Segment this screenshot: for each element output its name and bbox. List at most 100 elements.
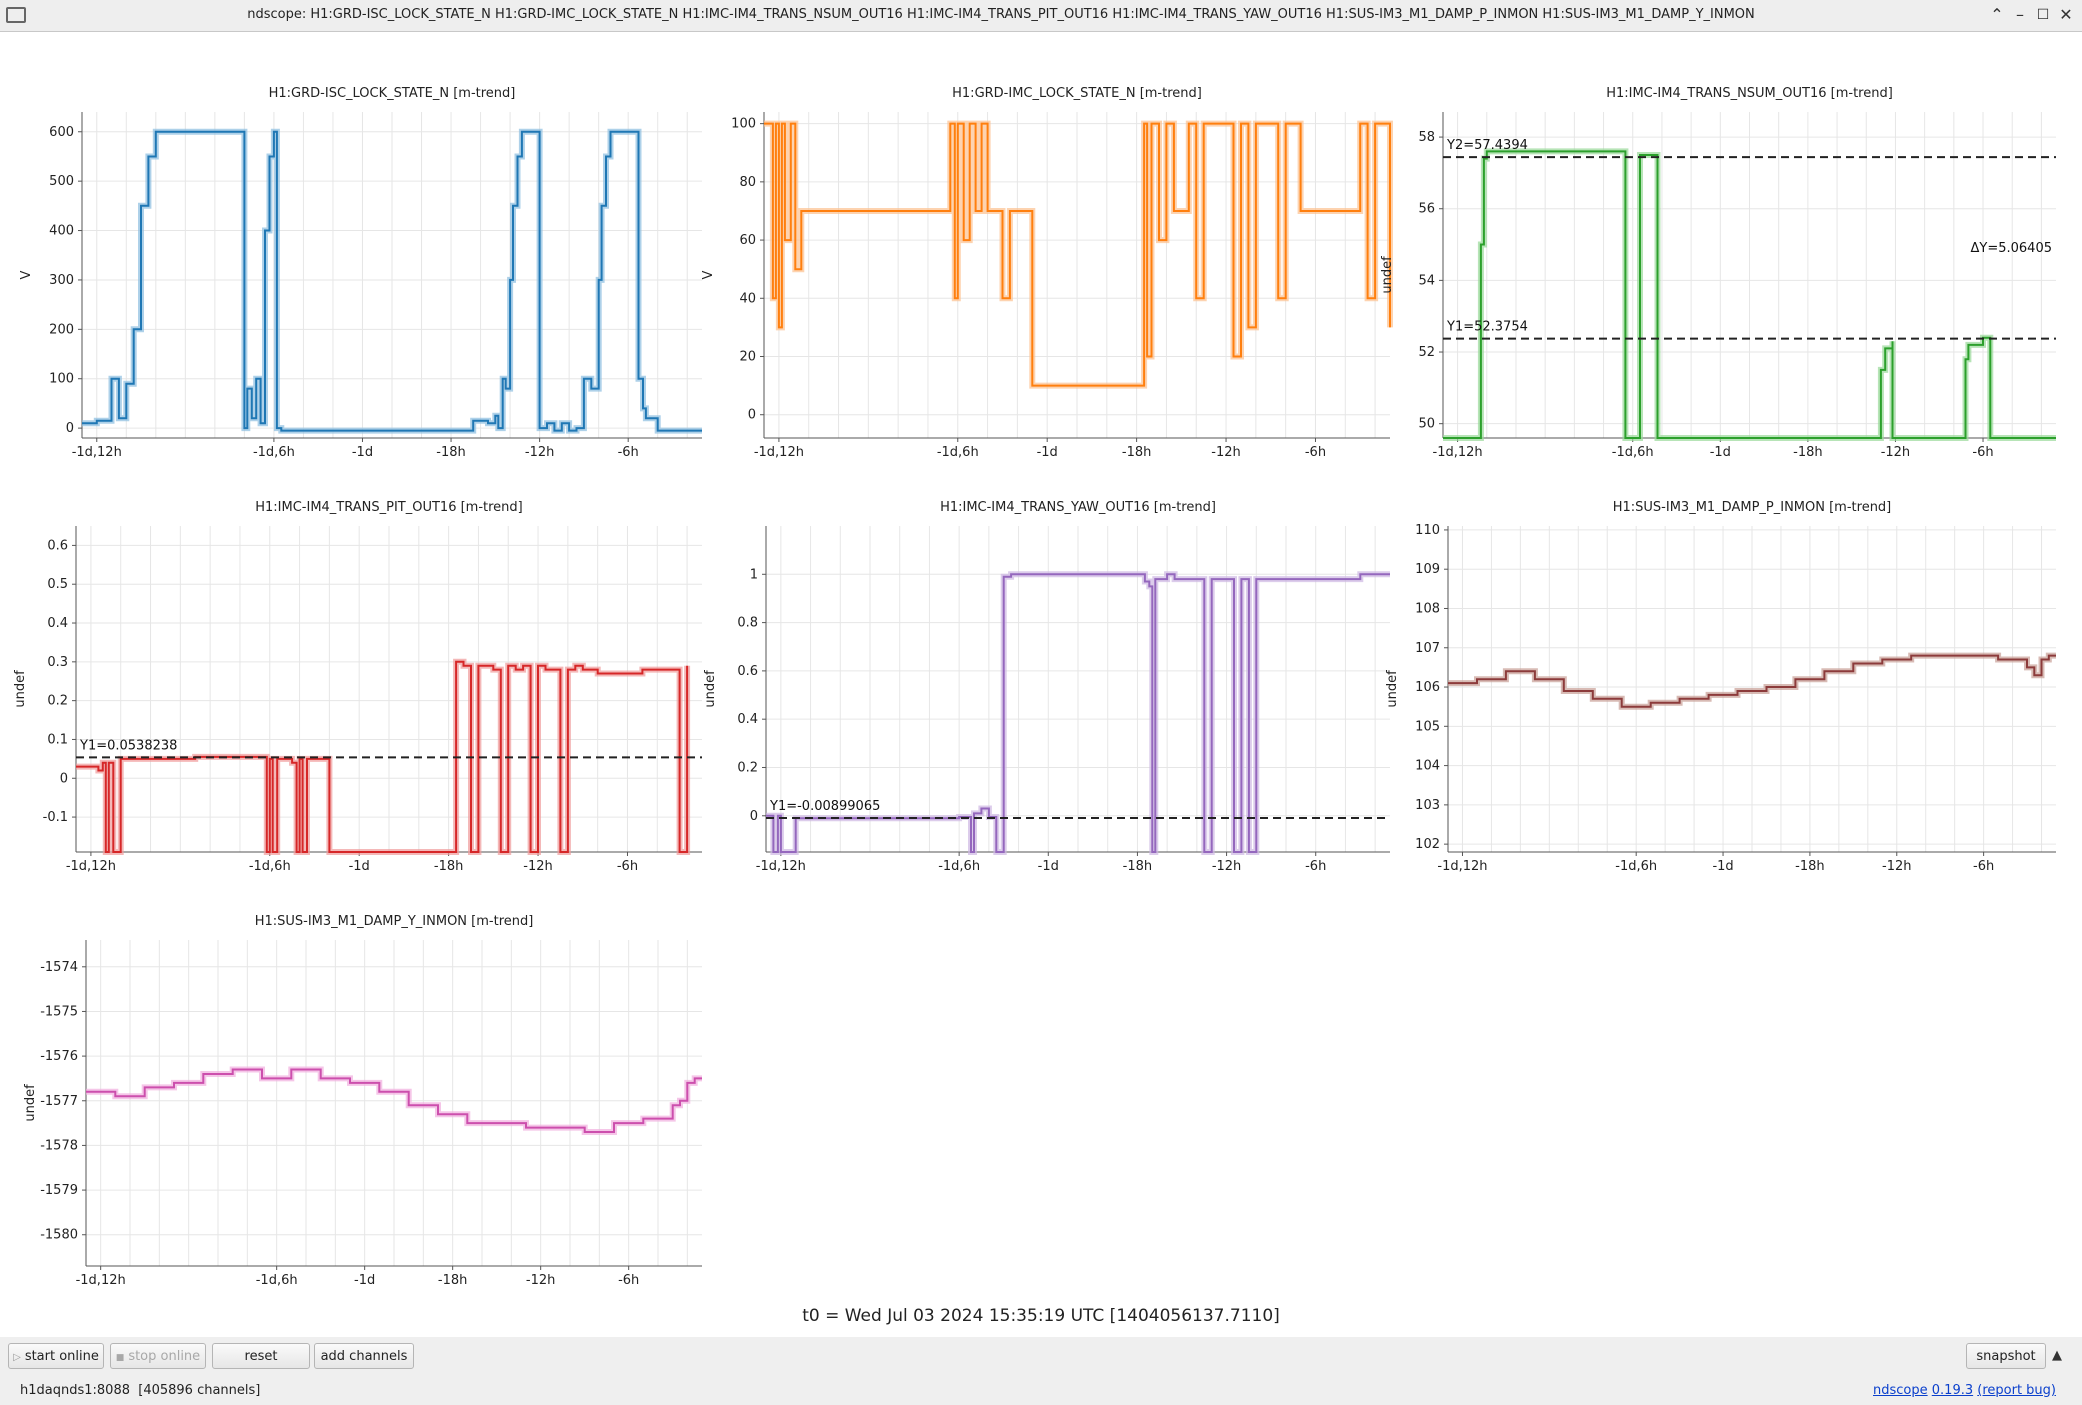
x-tick-label: -12h <box>1882 859 1911 874</box>
x-tick-label: -18h <box>1122 445 1151 460</box>
x-tick-label: -1d,12h <box>1433 445 1483 460</box>
y-tick-label: 0.2 <box>47 694 68 709</box>
plot-panel[interactable]: H1:IMC-IM4_TRANS_PIT_OUT16 [m-trend] -0.1… <box>0 464 705 884</box>
plot-canvas[interactable]: -1580 -1579 -1578 -1577 -1576 -1575 -1574 -1d,1… <box>0 878 705 1298</box>
plot-title: H1:GRD-IMC_LOCK_STATE_N [m-trend] <box>952 86 1202 101</box>
y-tick-label: 20 <box>739 350 756 365</box>
plot-canvas[interactable]: 0 20 40 60 80 100 -1d,12h -1d,6h -1d -18h -12h -6h V <box>694 50 1394 470</box>
stop-online-button[interactable]: ■ stop online <box>110 1343 206 1369</box>
y-tick-label: 80 <box>739 175 756 190</box>
x-tick-label: -1d <box>349 859 370 874</box>
plot-grid: H1:GRD-ISC_LOCK_STATE_N [m-trend] 0 100 200… <box>0 32 2082 1332</box>
plot-panel[interactable]: H1:GRD-ISC_LOCK_STATE_N [m-trend] 0 100 200… <box>0 50 705 470</box>
minimize-icon[interactable]: – <box>2016 5 2024 24</box>
y-tick-label: 0 <box>750 809 758 824</box>
plot-canvas[interactable]: 0 0.2 0.4 0.6 0.8 1 -1d,12h -1d,6h -1d -18h -12h -6… <box>694 464 1394 884</box>
y-axis-label: V <box>701 270 716 279</box>
minimize-button[interactable]: ⌃ <box>1990 5 2004 24</box>
plot-title: H1:SUS-IM3_M1_DAMP_P_INMON [m-trend] <box>1612 500 1892 515</box>
y-tick-label: 0.8 <box>737 616 758 631</box>
plot-canvas[interactable]: 0 100 200 300 400 500 600 -1d,12h -1d,6h -1d -18h -… <box>0 50 705 470</box>
x-tick-label: -1d,6h <box>253 445 295 460</box>
y-tick-label: 107 <box>1415 641 1440 656</box>
play-icon: ▷ <box>13 1352 21 1363</box>
y-tick-label: 103 <box>1415 798 1440 813</box>
add-channels-button[interactable]: add channels <box>314 1343 414 1369</box>
x-tick-label: -18h <box>434 859 463 874</box>
x-tick-label: -12h <box>523 859 552 874</box>
x-tick-label: -1d,12h <box>754 445 804 460</box>
y-tick-label: 500 <box>49 174 74 189</box>
plot-title: H1:GRD-ISC_LOCK_STATE_N [m-trend] <box>268 86 516 101</box>
ndscope-link[interactable]: ndscope <box>1873 1383 1928 1398</box>
plot-panel[interactable]: H1:IMC-IM4_TRANS_YAW_OUT16 [m-trend] 0 0.2… <box>694 464 1394 884</box>
maximize-button[interactable]: ☐ <box>2036 7 2050 23</box>
stop-icon: ■ <box>115 1353 125 1363</box>
x-tick-label: -1d <box>1038 859 1059 874</box>
y-axis-label: undef <box>23 1084 38 1122</box>
start-online-label: start online <box>24 1349 99 1364</box>
y-tick-label: 105 <box>1415 719 1440 734</box>
plot-canvas[interactable]: -0.1 0 0.1 0.2 0.3 0.4 0.5 0.6 -1d,12h -1d,6h -1d -… <box>0 464 705 884</box>
y-tick-label: -1577 <box>40 1094 78 1109</box>
plot-canvas[interactable]: 102 103 104 105 106 107 108 109 110 -1d,12h -1d,6h… <box>1385 464 2082 884</box>
x-tick-label: -18h <box>1123 859 1152 874</box>
plot-canvas[interactable]: 50 52 54 56 58 -1d,12h -1d,6h -1d -18h -12h -6h und… <box>1380 50 2082 470</box>
x-tick-label: -6h <box>1305 859 1326 874</box>
x-tick-label: -1d,6h <box>937 445 979 460</box>
cursor-delta-label: ΔY=5.06405 <box>1971 241 2053 256</box>
y-tick-label: 100 <box>731 117 756 132</box>
y-tick-label: 200 <box>49 322 74 337</box>
reset-button[interactable]: reset <box>212 1343 310 1369</box>
y-tick-label: 100 <box>49 372 74 387</box>
y-tick-label: -1578 <box>40 1138 78 1153</box>
x-tick-label: -1d,12h <box>66 859 116 874</box>
plot-title: H1:IMC-IM4_TRANS_NSUM_OUT16 [m-trend] <box>1606 86 1893 101</box>
x-tick-label: -1d <box>354 1273 375 1288</box>
y-tick-label: 0.5 <box>47 577 68 592</box>
snapshot-button[interactable]: snapshot <box>1966 1343 2046 1369</box>
x-tick-label: -18h <box>1793 445 1822 460</box>
plot-title: H1:IMC-IM4_TRANS_PIT_OUT16 [m-trend] <box>255 500 523 515</box>
y-tick-label: 108 <box>1415 601 1440 616</box>
cursor-label: Y1=52.3754 <box>1446 320 1528 335</box>
app-icon <box>6 7 26 23</box>
close-button[interactable]: ✕ <box>2059 5 2073 24</box>
y-tick-label: 0.4 <box>47 616 68 631</box>
series-line <box>1448 654 2056 708</box>
y-tick-label: -0.1 <box>43 810 68 825</box>
y-axis-label: undef <box>13 670 28 708</box>
x-tick-label: -6h <box>618 445 639 460</box>
x-tick-label: -1d,6h <box>938 859 980 874</box>
series-line <box>82 130 702 432</box>
plot-title: H1:SUS-IM3_M1_DAMP_Y_INMON [m-trend] <box>254 914 534 929</box>
expand-icon[interactable]: ▲ <box>2052 1348 2062 1363</box>
x-tick-label: -1d,12h <box>72 445 122 460</box>
y-tick-label: 0.3 <box>47 655 68 670</box>
x-tick-label: -18h <box>1795 859 1824 874</box>
report-bug-link[interactable]: (report bug) <box>1977 1383 2056 1398</box>
x-tick-label: -12h <box>1212 859 1241 874</box>
y-tick-label: 52 <box>1418 345 1435 360</box>
title-bar: ndscope: H1:GRD-ISC_LOCK_STATE_N H1:GRD-… <box>0 0 2082 32</box>
plot-panel[interactable]: H1:GRD-IMC_LOCK_STATE_N [m-trend] 0 20 40 60… <box>694 50 1394 470</box>
x-tick-label: -1d,12h <box>756 859 806 874</box>
plot-panel[interactable]: H1:SUS-IM3_M1_DAMP_P_INMON [m-trend] 102 1… <box>1385 464 2082 884</box>
start-online-button[interactable]: ▷ start online <box>8 1343 104 1369</box>
x-tick-label: -1d <box>1710 445 1731 460</box>
x-tick-label: -1d,6h <box>256 1273 298 1288</box>
plot-panel[interactable]: H1:SUS-IM3_M1_DAMP_Y_INMON [m-trend] -158… <box>0 878 705 1298</box>
stop-online-label: stop online <box>128 1349 201 1364</box>
version-link[interactable]: 0.19.3 <box>1931 1383 1974 1398</box>
y-axis-label: undef <box>1380 256 1395 294</box>
plot-panel[interactable]: H1:IMC-IM4_TRANS_NSUM_OUT16 [m-trend] 50 5… <box>1380 50 2082 470</box>
x-tick-label: -18h <box>436 445 465 460</box>
x-tick-label: -6h <box>1973 859 1994 874</box>
cursor-label: Y1=-0.00899065 <box>769 799 880 814</box>
x-tick-label: -6h <box>1305 445 1326 460</box>
cursor-label: Y1=0.0538238 <box>79 738 177 753</box>
y-tick-label: 110 <box>1415 523 1440 538</box>
series-line <box>1443 150 2056 439</box>
y-tick-label: 600 <box>49 125 74 140</box>
y-tick-label: 0.4 <box>737 712 758 727</box>
